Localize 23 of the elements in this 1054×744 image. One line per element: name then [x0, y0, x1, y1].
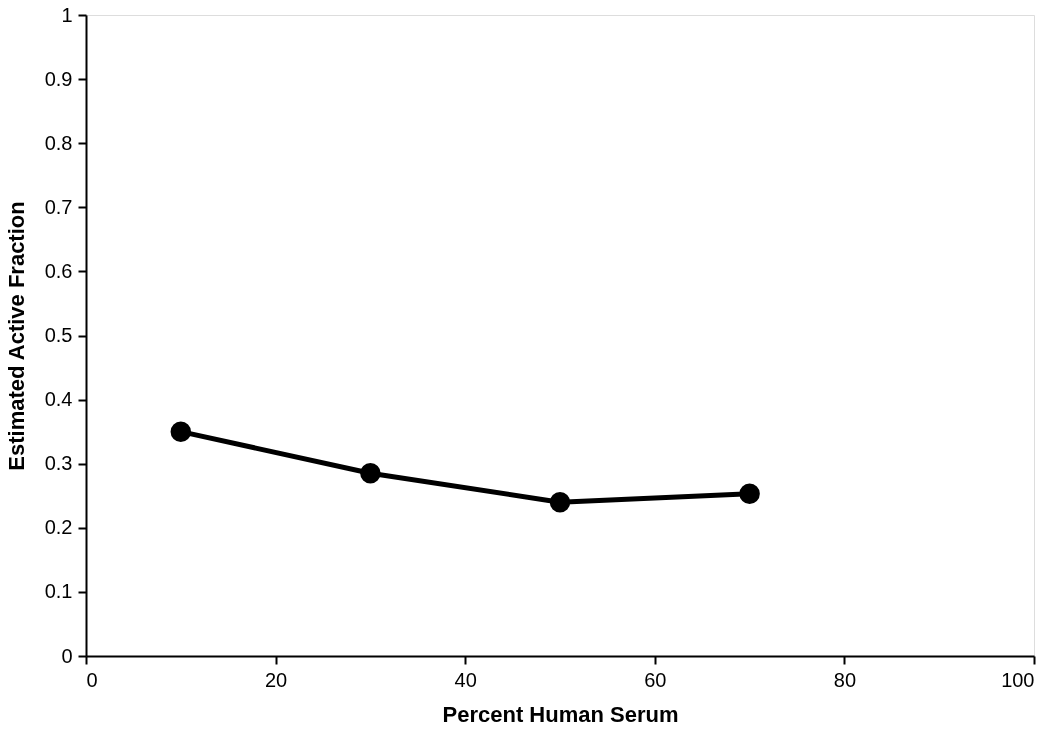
x-tick-label: 20 — [264, 668, 288, 691]
point — [360, 463, 381, 484]
point — [170, 421, 192, 442]
point — [739, 483, 760, 505]
y-tick-label: 0.2 — [44, 516, 73, 539]
x-tick-label: 100 — [1001, 668, 1035, 691]
y-tick-label: 0.3 — [44, 452, 73, 475]
y-tick-label: 0.9 — [44, 67, 73, 90]
x-axis-title: Percent Human Serum — [442, 701, 679, 727]
x-tick-label: 80 — [833, 668, 857, 691]
x-tick-label: 60 — [644, 668, 667, 691]
y-axis-title: Estimated Active Fraction — [3, 201, 29, 471]
y-tick-label: 0 — [61, 644, 73, 667]
y-tick-label: 0.5 — [44, 324, 73, 346]
y-tick-label: 0.7 — [44, 195, 73, 218]
y-tick-label: 1 — [61, 3, 73, 26]
y-tick-label: 0.1 — [44, 580, 73, 603]
y-tick-label: 0.6 — [44, 259, 73, 282]
y-tick-label: 0.8 — [44, 131, 73, 154]
x-tick-label: 40 — [454, 668, 477, 691]
y-tick-label: 0.4 — [44, 388, 73, 411]
x-tick-label: 0 — [86, 668, 98, 691]
point — [549, 491, 571, 513]
